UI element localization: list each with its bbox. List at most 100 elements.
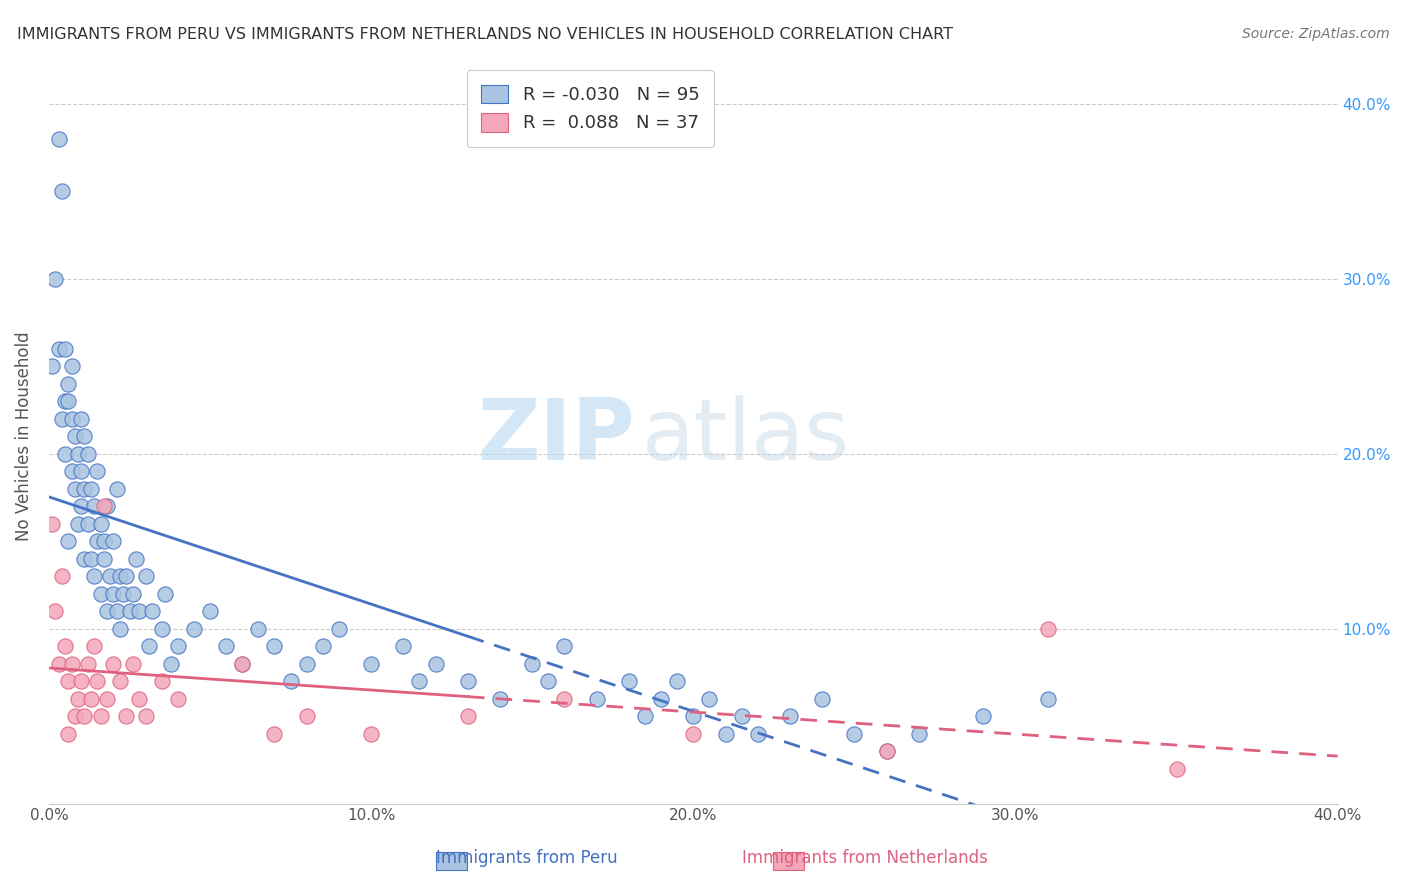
Point	[53, 446, 76, 460]
Point	[263, 726, 285, 740]
Point	[553, 639, 575, 653]
Point	[89, 586, 111, 600]
Point	[408, 674, 430, 689]
Point	[141, 604, 163, 618]
Point	[617, 674, 640, 689]
Point	[73, 429, 96, 443]
Point	[80, 482, 103, 496]
Point	[312, 639, 335, 653]
Point	[537, 674, 560, 689]
Point	[666, 674, 689, 689]
Point	[48, 342, 70, 356]
Point	[108, 569, 131, 583]
Point	[215, 639, 238, 653]
Point	[44, 271, 66, 285]
Point	[80, 691, 103, 706]
Point	[60, 411, 83, 425]
Point	[105, 482, 128, 496]
Point	[247, 622, 270, 636]
Point	[89, 709, 111, 723]
Text: Source: ZipAtlas.com: Source: ZipAtlas.com	[1241, 27, 1389, 41]
Point	[811, 691, 834, 706]
Y-axis label: No Vehicles in Household: No Vehicles in Household	[15, 331, 32, 541]
Point	[63, 709, 86, 723]
Point	[699, 691, 721, 706]
Point	[60, 464, 83, 478]
Point	[360, 657, 382, 671]
Point	[58, 674, 80, 689]
Point	[153, 586, 176, 600]
Point	[779, 709, 801, 723]
Point	[295, 709, 318, 723]
Point	[51, 184, 73, 198]
Point	[76, 516, 98, 531]
Point	[730, 709, 752, 723]
Point	[93, 551, 115, 566]
Point	[634, 709, 657, 723]
Point	[166, 691, 188, 706]
Point	[66, 446, 89, 460]
Point	[63, 482, 86, 496]
Point	[280, 674, 302, 689]
Point	[103, 586, 125, 600]
Point	[160, 657, 183, 671]
Point	[73, 709, 96, 723]
Point	[876, 744, 898, 758]
Point	[121, 657, 143, 671]
Point	[63, 429, 86, 443]
Point	[360, 726, 382, 740]
Text: atlas: atlas	[641, 394, 849, 477]
Point	[115, 709, 138, 723]
Point	[183, 622, 205, 636]
Point	[89, 516, 111, 531]
Point	[553, 691, 575, 706]
Point	[844, 726, 866, 740]
Point	[128, 604, 150, 618]
Point	[66, 516, 89, 531]
Point	[80, 551, 103, 566]
Point	[41, 516, 63, 531]
Point	[98, 569, 121, 583]
Point	[83, 639, 105, 653]
Point	[70, 411, 93, 425]
Point	[747, 726, 769, 740]
Point	[58, 376, 80, 391]
Point	[522, 657, 544, 671]
Point	[48, 131, 70, 145]
Point	[93, 499, 115, 513]
Point	[650, 691, 672, 706]
Point	[51, 411, 73, 425]
Point	[53, 342, 76, 356]
Point	[1036, 622, 1059, 636]
Point	[60, 657, 83, 671]
Point	[53, 639, 76, 653]
Point	[76, 446, 98, 460]
Point	[457, 674, 479, 689]
Point	[392, 639, 415, 653]
Point	[150, 674, 173, 689]
Point	[118, 604, 141, 618]
Point	[70, 674, 93, 689]
Point	[121, 586, 143, 600]
Point	[58, 394, 80, 409]
Point	[86, 464, 108, 478]
Point	[457, 709, 479, 723]
Point	[138, 639, 160, 653]
Point	[489, 691, 512, 706]
Point	[166, 639, 188, 653]
Point	[60, 359, 83, 373]
Point	[295, 657, 318, 671]
Point	[198, 604, 221, 618]
Point	[682, 726, 704, 740]
Point	[125, 551, 148, 566]
Point	[70, 464, 93, 478]
Point	[585, 691, 607, 706]
Text: ZIP: ZIP	[478, 394, 636, 477]
Point	[73, 482, 96, 496]
Point	[1036, 691, 1059, 706]
Point	[263, 639, 285, 653]
Point	[76, 657, 98, 671]
Point	[41, 359, 63, 373]
Point	[73, 551, 96, 566]
Point	[103, 534, 125, 549]
